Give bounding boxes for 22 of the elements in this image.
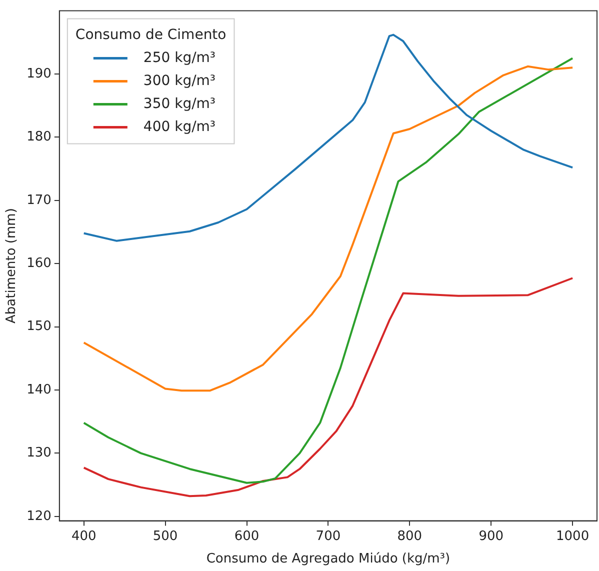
legend-label: 250 kg/m³ (143, 50, 216, 66)
y-tick-label: 190 (26, 66, 52, 82)
x-axis-title: Consumo de Agregado Miúdo (kg/m³) (206, 552, 450, 567)
y-tick-label: 140 (26, 382, 52, 398)
x-tick-label: 500 (152, 528, 178, 544)
y-axis-title: Abatimento (mm) (4, 208, 20, 324)
x-tick-label: 400 (71, 528, 96, 544)
x-tick-label: 800 (397, 528, 422, 544)
legend-label: 350 kg/m³ (143, 96, 216, 112)
y-tick-label: 170 (26, 192, 52, 208)
x-tick-label: 700 (316, 528, 341, 544)
legend-label: 300 kg/m³ (143, 72, 216, 89)
y-tick-label: 180 (26, 130, 52, 145)
y-tick-label: 120 (26, 508, 52, 524)
x-tick-label: 900 (478, 528, 504, 544)
x-tick-label: 1000 (556, 528, 590, 544)
legend-title: Consumo de Cimento (75, 26, 226, 43)
y-tick-label: 130 (26, 446, 52, 461)
y-tick-label: 150 (26, 319, 52, 334)
x-tick-label: 600 (234, 528, 260, 544)
y-tick-label: 160 (26, 256, 52, 271)
legend-label: 400 kg/m³ (143, 118, 216, 135)
